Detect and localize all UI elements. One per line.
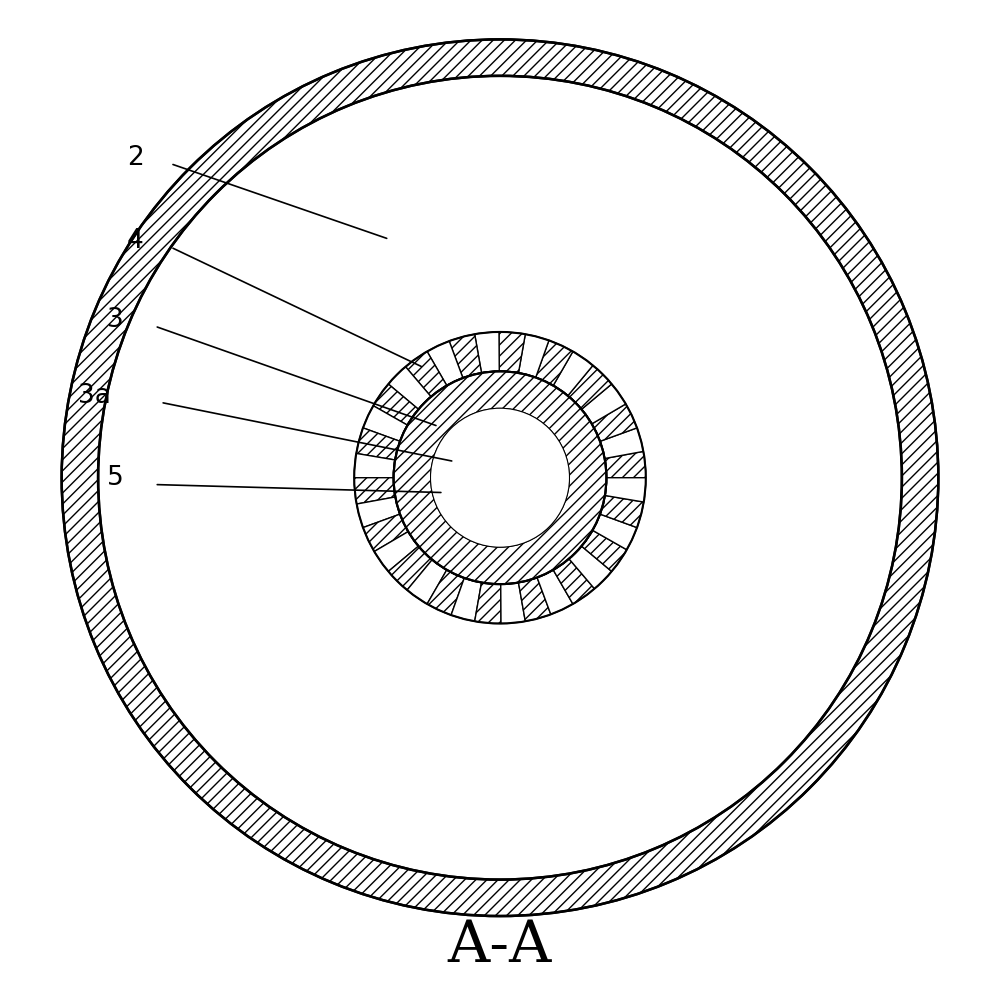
Wedge shape [600,427,643,459]
Wedge shape [553,558,594,604]
Wedge shape [518,334,549,377]
Wedge shape [537,570,573,615]
Wedge shape [373,384,419,426]
Wedge shape [427,341,463,385]
Wedge shape [427,570,464,615]
Wedge shape [354,453,395,478]
Wedge shape [449,334,482,378]
Wedge shape [600,495,644,528]
Text: 3a: 3a [78,383,111,409]
Wedge shape [581,384,626,424]
Wedge shape [592,514,637,550]
Wedge shape [356,427,400,460]
Wedge shape [406,352,447,397]
Wedge shape [475,582,501,624]
Text: 5: 5 [107,465,124,491]
Wedge shape [363,406,408,441]
Wedge shape [354,478,395,504]
Circle shape [394,371,606,584]
Wedge shape [536,341,573,385]
Wedge shape [475,332,499,373]
Wedge shape [388,366,431,410]
Wedge shape [568,365,612,410]
Wedge shape [501,582,525,624]
Circle shape [344,322,656,633]
Circle shape [431,409,569,547]
Wedge shape [569,546,612,589]
Wedge shape [451,578,482,622]
Wedge shape [581,530,627,571]
Wedge shape [357,496,400,528]
Wedge shape [605,451,646,478]
Circle shape [62,39,938,916]
Text: A-A: A-A [448,918,552,973]
Wedge shape [499,332,525,373]
Wedge shape [62,39,938,916]
Wedge shape [553,352,593,396]
Wedge shape [374,532,419,571]
Text: 4: 4 [127,229,143,254]
Wedge shape [407,559,447,604]
Wedge shape [605,478,646,502]
Wedge shape [388,546,432,590]
Wedge shape [363,514,408,552]
Text: 2: 2 [127,145,143,170]
Text: 3: 3 [107,307,124,333]
Wedge shape [394,371,606,584]
Wedge shape [518,577,551,622]
Wedge shape [592,404,637,441]
